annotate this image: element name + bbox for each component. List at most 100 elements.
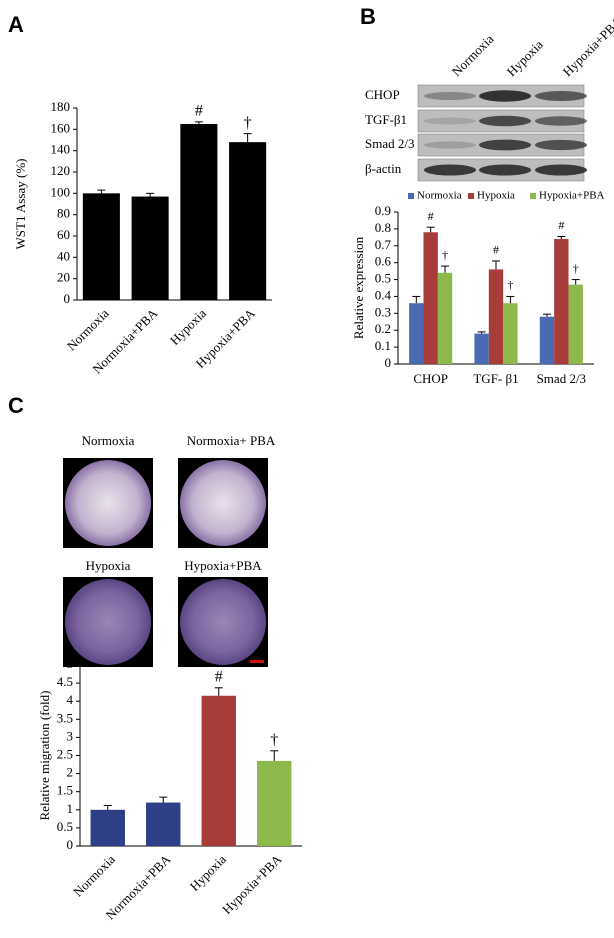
significance-marker: † xyxy=(573,261,579,275)
bar xyxy=(257,760,292,846)
lane-label: Hypoxia xyxy=(504,37,546,79)
significance-marker: # xyxy=(493,243,499,257)
blot-band xyxy=(479,115,531,127)
significance-marker: # xyxy=(215,668,223,685)
legend-label: Hypoxia xyxy=(477,190,515,202)
blot-band xyxy=(535,139,587,151)
legend-swatch xyxy=(530,193,536,199)
y-tick-label: 0.3 xyxy=(375,304,391,319)
blot-band xyxy=(479,164,531,176)
significance-marker: † xyxy=(507,278,513,292)
blot-band xyxy=(424,117,476,125)
blot-row-label: β-actin xyxy=(365,161,402,176)
bar xyxy=(503,303,518,364)
panel-label: A xyxy=(8,12,24,37)
blot-band xyxy=(535,164,587,176)
y-tick-label: 0 xyxy=(385,355,392,370)
micrograph-well xyxy=(180,579,266,665)
y-tick-label: 1.5 xyxy=(57,783,73,798)
y-tick-label: 0.9 xyxy=(375,203,391,218)
micrograph-label: Hypoxia+PBA xyxy=(184,558,262,573)
significance-marker: # xyxy=(195,103,203,120)
bar xyxy=(146,802,181,846)
blot-band xyxy=(535,91,587,101)
blot-band xyxy=(479,139,531,151)
legend-label: Hypoxia+PBA xyxy=(539,190,605,202)
y-tick-label: 0 xyxy=(67,837,74,852)
bar xyxy=(568,284,583,364)
micrograph-well xyxy=(65,579,151,665)
blot-band xyxy=(535,116,587,126)
x-tick-label: Normoxia xyxy=(64,305,112,353)
bar xyxy=(539,316,555,364)
blot-band xyxy=(424,141,476,149)
blot-band xyxy=(424,164,476,176)
lane-label: Normoxia xyxy=(449,31,497,79)
bar xyxy=(82,193,120,300)
blot-band xyxy=(479,90,531,102)
significance-marker: † xyxy=(270,731,278,748)
lane-label: Hypoxia+PBA xyxy=(560,13,614,79)
y-tick-label: 40 xyxy=(57,248,70,263)
y-tick-label: 60 xyxy=(57,227,70,242)
bar xyxy=(131,196,169,300)
legend-label: Normoxia xyxy=(417,190,462,202)
significance-marker: # xyxy=(428,209,434,223)
y-tick-label: 3.5 xyxy=(57,710,73,725)
significance-marker: # xyxy=(558,218,564,232)
y-tick-label: 20 xyxy=(57,270,70,285)
y-axis-label: Relative migration (fold) xyxy=(37,691,52,821)
micrograph-well xyxy=(180,460,266,546)
y-tick-label: 2.5 xyxy=(57,746,73,761)
x-tick-label: Normoxia xyxy=(70,851,118,899)
y-tick-label: 3 xyxy=(67,728,74,743)
blot-row-label: CHOP xyxy=(365,87,400,102)
y-tick-label: 0.2 xyxy=(375,321,391,336)
y-tick-label: 5 xyxy=(67,656,74,671)
blot-row-label: Smad 2/3 xyxy=(365,136,414,151)
bar xyxy=(90,809,125,846)
y-tick-label: 180 xyxy=(51,99,71,114)
panel-label: B xyxy=(360,4,376,29)
y-tick-label: 2 xyxy=(67,765,74,780)
x-tick-label: Hypoxia+PBA xyxy=(219,851,285,917)
y-tick-label: 0.5 xyxy=(57,819,73,834)
significance-marker: † xyxy=(244,114,252,131)
bar xyxy=(474,333,489,364)
micrograph-label: Hypoxia xyxy=(86,558,131,573)
bar xyxy=(180,124,218,300)
y-tick-label: 0.8 xyxy=(375,220,391,235)
panel-label: C xyxy=(8,393,24,418)
scale-bar xyxy=(250,660,264,663)
legend-swatch xyxy=(468,193,474,199)
bar xyxy=(437,272,453,364)
y-tick-label: 0.6 xyxy=(375,254,392,269)
y-axis-label: WST1 Assay (%) xyxy=(13,159,28,250)
y-tick-label: 0.4 xyxy=(375,287,392,302)
bar xyxy=(423,232,438,364)
bar xyxy=(488,269,504,364)
y-tick-label: 140 xyxy=(51,142,71,157)
micrograph-well xyxy=(65,460,151,546)
y-tick-label: 4.5 xyxy=(57,674,73,689)
legend-swatch xyxy=(408,193,414,199)
x-tick-label: Hypoxia xyxy=(187,851,229,893)
y-tick-label: 0.1 xyxy=(375,338,391,353)
micrograph-label: Normoxia xyxy=(82,433,135,448)
bar xyxy=(554,239,569,364)
y-tick-label: 100 xyxy=(51,184,71,199)
y-tick-label: 0 xyxy=(64,291,71,306)
y-tick-label: 80 xyxy=(57,206,70,221)
x-tick-label: TGF- β1 xyxy=(473,371,518,386)
y-axis-label: Relative expression xyxy=(351,236,366,339)
x-tick-label: Smad 2/3 xyxy=(537,371,586,386)
micrograph-label: Normoxia+ PBA xyxy=(187,433,276,448)
y-tick-label: 4 xyxy=(67,692,74,707)
y-tick-label: 120 xyxy=(51,163,71,178)
y-tick-label: 0.5 xyxy=(375,271,391,286)
significance-marker: † xyxy=(442,248,448,262)
y-tick-label: 1 xyxy=(67,801,74,816)
bar xyxy=(409,303,424,364)
x-tick-label: Hypoxia xyxy=(167,305,209,347)
